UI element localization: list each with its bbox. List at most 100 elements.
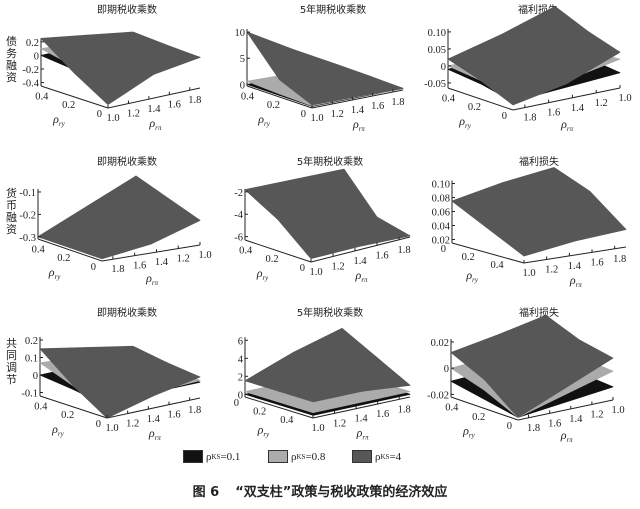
x-tick-label: 1.6: [167, 410, 180, 421]
z-tick-label: 0: [34, 51, 39, 62]
x-axis-label: ρrπ: [560, 428, 573, 444]
x-tick-label: 1.0: [310, 113, 323, 124]
surface-patch: [119, 362, 201, 397]
z-tick-label: 0: [444, 364, 449, 375]
legend-subscript: KS: [211, 452, 221, 461]
y-axis-label-subscript: ry: [465, 122, 472, 130]
x-axis-label: ρrπ: [355, 268, 368, 284]
x-tick-label: 1.6: [376, 409, 389, 420]
z-tick-label: 6: [238, 336, 243, 347]
y-axis-label: ρry: [256, 266, 269, 282]
y-tick-label: 0.4: [241, 91, 255, 102]
x-tick-label: 1.4: [147, 414, 161, 425]
y-axis-line: [40, 85, 109, 109]
x-tick-label: 1.8: [527, 423, 540, 434]
y-axis-line: [244, 396, 314, 419]
y-tick-label: 0.2: [253, 406, 266, 417]
x-tick-label: 1.0: [309, 267, 322, 278]
x-tick-label: 1.4: [155, 257, 169, 268]
x-tick-label: 1.6: [590, 257, 603, 268]
x-axis-line: [107, 87, 201, 109]
legend-swatch: [352, 450, 372, 463]
x-tick-label: 1.2: [333, 418, 346, 429]
x-tick-label: 1.0: [105, 423, 118, 434]
y-tick-label: 0: [91, 262, 96, 273]
y-tick-label: 0.2: [267, 100, 280, 111]
y-axis-label-subscript: ry: [469, 431, 476, 439]
y-tick-label: 0.4: [35, 91, 49, 102]
x-tick-label: 1.8: [523, 113, 536, 124]
legend-swatch: [183, 450, 203, 463]
x-tick-label: 1.0: [522, 268, 535, 279]
y-axis-label: ρry: [51, 422, 64, 438]
surface-panel-8: 5年期税收乘数 0 2 4 6 1.0 1.2 1.4 1.6 1.8 0 0.2 0.4 ρrπ ρry: [234, 306, 411, 442]
y-axis-label: ρry: [458, 114, 471, 130]
z-tick-label: -0.4: [22, 79, 39, 90]
surface-panel-2: 5年期税收乘数 0 5 10 1.0 1.2 1.4 1.6 1.8 0 0.2 0.4 ρrπ ρry: [235, 3, 405, 133]
y-tick-label: 0.4: [490, 260, 504, 271]
x-tick-label: 1.2: [595, 98, 608, 109]
x-tick-label: 1.8: [398, 404, 411, 415]
surface-patch: [327, 210, 411, 247]
x-tick-label: 1.8: [397, 245, 410, 256]
x-tick-label: 1.2: [331, 261, 344, 272]
y-axis-line: [451, 242, 525, 264]
surface-series: [447, 6, 621, 106]
x-tick-label: 1.4: [571, 103, 585, 114]
y-tick-label: 0: [301, 109, 306, 120]
z-tick-label: -0.1: [19, 188, 36, 199]
panel-title: 5年期税收乘数: [300, 3, 366, 16]
z-tick-label: 0.02: [432, 236, 450, 247]
z-tick-label: 0.1: [25, 354, 38, 365]
surface-panel-4: 即期税收乘数 -0.3 -0.2 -0.1 1.8 1.6 1.4 1.2 1.0 0 0.2 0.4…: [19, 155, 211, 287]
x-axis-line: [310, 236, 411, 263]
z-tick-label: 4: [238, 354, 244, 365]
y-tick-label: 0.2: [472, 412, 485, 423]
legend-subscript: KS: [296, 452, 306, 461]
y-tick-label: 0: [300, 263, 305, 274]
z-tick-label: 0: [33, 371, 38, 382]
y-tick-label: 0: [502, 111, 507, 122]
z-tick-label: 0.08: [432, 194, 450, 205]
y-axis-label-subscript: ry: [264, 120, 271, 128]
z-tick-label: 0: [240, 80, 245, 91]
legend-item-0.8: ρ KS =0.8: [268, 450, 325, 463]
surface-panel-1: 即期税收乘数 -0.4 -0.2 0 0.2 1.0 1.2 1.4 1.6 1.8 0 0.2 0.4…: [22, 3, 201, 132]
x-axis-label: ρrπ: [148, 426, 161, 442]
surface-series: [450, 315, 614, 418]
legend: ρ KS =0.1 ρ KS =0.8 ρ KS =4: [0, 450, 640, 466]
y-axis-label-subscript: ry: [262, 274, 269, 282]
x-axis-label-subscript: rπ: [155, 434, 162, 442]
x-axis-line: [523, 246, 627, 264]
panel-title: 5年期税收乘数: [297, 306, 363, 319]
y-axis-line: [37, 238, 103, 262]
x-tick-label: 1.8: [111, 264, 124, 275]
surface-series: [40, 31, 201, 105]
y-axis-label-subscript: ry: [58, 430, 65, 438]
figure-number: 图 6: [192, 485, 220, 500]
y-tick-label: 0.4: [32, 244, 46, 255]
x-axis-line: [101, 244, 201, 262]
z-tick-label: 5: [240, 54, 245, 65]
x-axis-label-subscript: rπ: [567, 436, 574, 444]
z-tick-label: -0.05: [424, 79, 446, 90]
surface-panel-5: 5年期税收乘数 -6 -4 -2 1.0 1.2 1.4 1.6 1.8 0 0.2 0.4 ρrπ ρr…: [234, 155, 410, 284]
x-axis-line: [517, 399, 614, 421]
panel-title: 福利损失: [519, 155, 559, 168]
y-axis-label-subscript: ry: [59, 120, 66, 128]
surface-series: [451, 167, 627, 257]
x-tick-label: 1.0: [106, 113, 119, 124]
y-tick-label: 0.4: [34, 401, 48, 412]
x-tick-label: 1.6: [133, 261, 146, 272]
x-tick-label: 1.6: [371, 101, 384, 112]
legend-item-4: ρ KS =4: [352, 450, 401, 463]
y-tick-label: 0.2: [462, 252, 475, 263]
row-label-debt: 债务融资: [6, 35, 17, 84]
y-axis-label: ρry: [48, 265, 61, 281]
z-tick-label: -0.2: [19, 210, 36, 221]
x-tick-label: 1.6: [168, 100, 181, 111]
panel-title: 即期税收乘数: [97, 306, 157, 319]
surface-panel-7: 即期税收乘数-0.100.10.21.0 1.2 1.4 1.6 1.800.20.4ρ…: [21, 306, 201, 442]
z-tick-label: 0.10: [428, 28, 446, 39]
